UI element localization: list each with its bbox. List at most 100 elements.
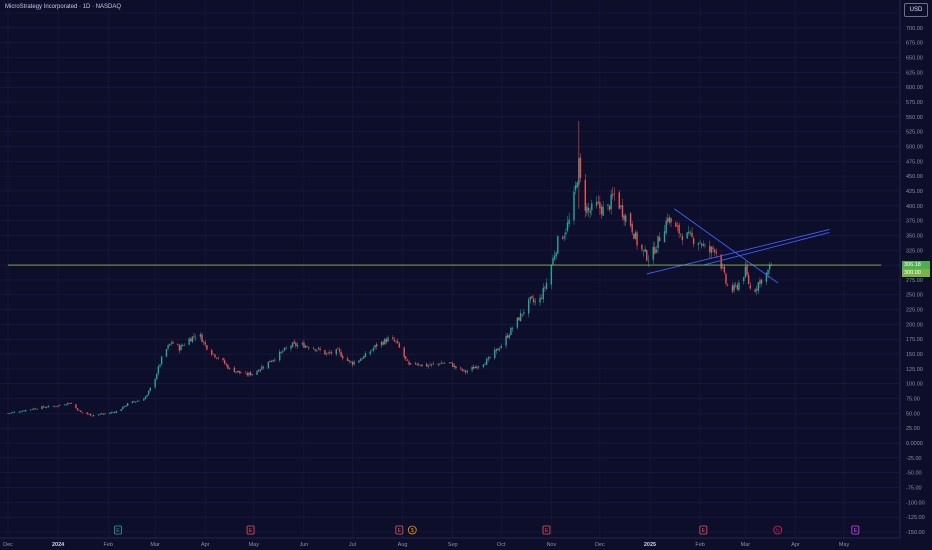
y-tick-label: 500.00 [906,144,923,150]
candle-body [233,367,236,373]
candle-body [188,338,190,345]
y-tick-label: 275.00 [906,278,923,284]
candle-body [715,251,717,254]
candle-body [372,348,375,351]
candle-body [63,404,66,406]
candle-body [327,352,329,354]
candle-body [359,359,362,361]
candle-body [125,405,127,407]
candle-body [419,365,422,367]
candle-body [563,236,565,238]
candle-body [545,282,548,290]
y-tick-label: 425.00 [906,189,923,195]
candle-body [658,237,661,242]
candle-body [361,358,363,360]
y-tick-label: 325.00 [906,248,923,254]
candle-body [104,413,106,415]
y-tick-label: -100.00 [906,500,925,506]
candle-body [754,289,756,292]
candle-body [641,244,643,250]
candle-body [135,401,137,403]
candle-body [689,232,692,234]
candle-body [437,363,439,365]
candle-body [147,390,150,395]
candle-body [214,354,216,358]
candle-body [169,343,171,346]
candle-body [337,348,339,349]
x-tick-label: Feb [104,542,113,548]
candle-body [52,406,54,407]
candle-body [426,363,428,367]
candle-body [403,347,405,358]
candle-body [406,359,409,361]
level-price-tag: 300.00 [902,269,930,277]
candle-body [351,361,354,365]
candle-body [75,404,77,409]
candle-body [511,328,514,330]
candle-body [453,365,456,367]
candle-body [18,411,21,413]
candle-body [55,406,58,407]
event-label: E [545,528,549,534]
candle-body [765,272,768,282]
candle-body [272,359,274,362]
candle-body [704,245,706,246]
candle-body [519,313,522,322]
candle-body [654,246,656,254]
x-tick-label: Aug [398,542,408,548]
candle-body [160,356,163,365]
candle-body [529,296,532,300]
candle-body [607,204,609,206]
y-tick-label: 250.00 [906,293,923,299]
candle-body [734,284,737,286]
candle-body [573,191,575,221]
candle-body [29,409,32,411]
candle-body [154,379,156,388]
candle-body [126,403,129,406]
candle-body [235,371,237,373]
candle-body [495,348,498,351]
candle-body [723,266,726,273]
candle-body [678,224,680,234]
candle-body [227,364,229,369]
candle-body [358,360,360,363]
candle-body [76,408,79,411]
candle-body [497,348,499,351]
candle-body [699,242,701,243]
candle-body [25,410,27,412]
candle-body [215,357,218,359]
candle-body [712,247,714,249]
y-tick-label: 525.00 [906,130,923,136]
candle-body [308,347,310,349]
candle-body [222,358,224,360]
candle-body [432,363,434,365]
candle-body [86,412,88,414]
candle-body [23,410,25,412]
candle-body [13,411,16,413]
candle-body [177,343,179,345]
candle-body [270,361,273,363]
candle-body [223,360,226,364]
split-icon [773,525,783,535]
candle-body [290,345,292,349]
candle-body [88,413,90,415]
candle-body [485,359,488,365]
x-tick-label: 2025 [644,542,656,548]
candle-body [392,337,394,339]
candle-body [642,250,645,252]
candle-body [506,335,509,338]
candle-body [348,360,350,362]
candle-body [159,364,161,367]
candle-body [440,362,443,364]
candle-body [663,231,666,243]
candle-body [625,215,627,222]
x-tick-label: Mar [741,542,751,548]
candle-body [364,353,367,358]
currency-button[interactable]: USD [904,3,928,17]
candle-body [317,348,320,349]
candle-body [747,275,750,284]
candle-body [688,231,690,234]
x-tick-label: Dec [595,542,605,548]
x-tick-label: Apr [791,542,800,548]
